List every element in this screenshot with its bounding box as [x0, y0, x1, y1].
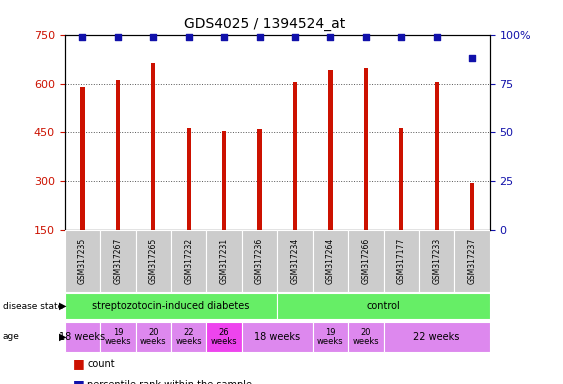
Bar: [116, 80, 120, 230]
Bar: [293, 82, 297, 230]
Point: [184, 33, 193, 40]
Text: GSM317235: GSM317235: [78, 238, 87, 284]
Text: percentile rank within the sample: percentile rank within the sample: [87, 380, 252, 384]
Point: [220, 33, 229, 40]
Text: 18 weeks: 18 weeks: [59, 332, 105, 342]
Point: [432, 33, 441, 40]
Text: disease state: disease state: [3, 302, 63, 311]
Bar: [419, 230, 454, 292]
Bar: [100, 230, 136, 292]
Text: GSM317177: GSM317177: [397, 238, 406, 284]
Text: 18 weeks: 18 weeks: [254, 332, 300, 342]
Bar: [171, 230, 207, 292]
Text: control: control: [367, 301, 400, 311]
Text: 19
weeks: 19 weeks: [317, 328, 344, 346]
Bar: [242, 322, 312, 352]
Text: count: count: [87, 359, 115, 369]
Text: 22 weeks: 22 weeks: [413, 332, 460, 342]
Text: GSM317266: GSM317266: [361, 238, 370, 284]
Bar: [278, 293, 490, 319]
Text: GSM317237: GSM317237: [468, 238, 477, 284]
Bar: [81, 87, 84, 230]
Text: ■: ■: [73, 357, 85, 370]
Bar: [222, 131, 226, 230]
Point: [113, 33, 122, 40]
Bar: [136, 322, 171, 352]
Bar: [348, 322, 383, 352]
Text: 20
weeks: 20 weeks: [140, 328, 167, 346]
Bar: [312, 322, 348, 352]
Text: 19
weeks: 19 weeks: [105, 328, 131, 346]
Text: GSM317265: GSM317265: [149, 238, 158, 284]
Bar: [186, 127, 191, 230]
Text: 26
weeks: 26 weeks: [211, 328, 238, 346]
Bar: [242, 230, 277, 292]
Point: [361, 33, 370, 40]
Bar: [257, 129, 262, 230]
Text: ■: ■: [73, 378, 85, 384]
Point: [397, 33, 406, 40]
Text: ▶: ▶: [59, 332, 66, 342]
Point: [468, 55, 477, 61]
Point: [255, 33, 264, 40]
Bar: [383, 230, 419, 292]
Text: age: age: [3, 333, 20, 341]
Bar: [65, 293, 278, 319]
Bar: [151, 63, 155, 230]
Text: GSM317231: GSM317231: [220, 238, 229, 284]
Bar: [312, 230, 348, 292]
Bar: [454, 230, 490, 292]
Bar: [65, 322, 100, 352]
Bar: [136, 230, 171, 292]
Text: GSM317233: GSM317233: [432, 238, 441, 284]
Text: GSM317267: GSM317267: [113, 238, 122, 284]
Bar: [348, 230, 383, 292]
Point: [149, 33, 158, 40]
Bar: [364, 68, 368, 230]
Text: GSM317236: GSM317236: [255, 238, 264, 284]
Text: GSM317264: GSM317264: [326, 238, 335, 284]
Bar: [207, 230, 242, 292]
Bar: [65, 230, 100, 292]
Text: streptozotocin-induced diabetes: streptozotocin-induced diabetes: [92, 301, 250, 311]
Bar: [278, 230, 312, 292]
Bar: [383, 322, 490, 352]
Bar: [207, 322, 242, 352]
Point: [326, 33, 335, 40]
Bar: [435, 82, 439, 230]
Point: [291, 33, 300, 40]
Text: 22
weeks: 22 weeks: [176, 328, 202, 346]
Bar: [100, 322, 136, 352]
Text: ▶: ▶: [59, 301, 66, 311]
Bar: [399, 127, 403, 230]
Bar: [470, 183, 474, 230]
Text: GSM317234: GSM317234: [291, 238, 300, 284]
Bar: [328, 71, 333, 230]
Point: [78, 33, 87, 40]
Bar: [171, 322, 207, 352]
Text: 20
weeks: 20 weeks: [352, 328, 379, 346]
Text: GDS4025 / 1394524_at: GDS4025 / 1394524_at: [184, 17, 345, 31]
Text: GSM317232: GSM317232: [184, 238, 193, 284]
